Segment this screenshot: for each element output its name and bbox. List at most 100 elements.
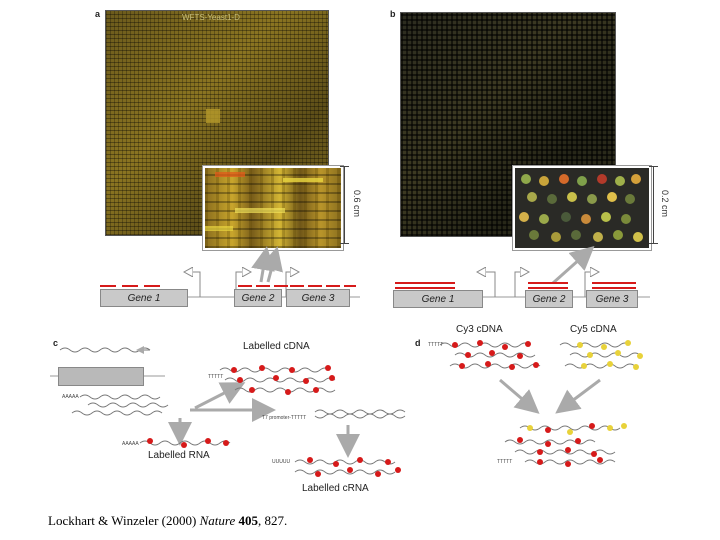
arrow: [552, 246, 595, 285]
arrow: [555, 378, 601, 414]
polyt-label-d2: TTTTT: [497, 459, 513, 465]
spot: [567, 192, 577, 202]
panel-a-zoom-inset: [202, 165, 344, 251]
scale-bar-tick: [649, 166, 658, 167]
promoter-arrow: [235, 272, 250, 297]
probe-line: [592, 282, 636, 284]
polya-label-rna: AAAAA: [122, 441, 139, 447]
panel-b-letter: b: [390, 9, 396, 19]
spot: [527, 192, 537, 202]
figure-caption: Lockhart & Winzeler (2000) Nature 405, 8…: [48, 513, 287, 529]
labelled-crna-label: Labelled cRNA: [302, 483, 369, 494]
gene-2-box-b: Gene 2: [525, 290, 573, 308]
t7-promoter-label: T7 promoter-TTTTT: [262, 415, 307, 421]
promoter-arrow: [514, 272, 528, 297]
inset-a-yellow-streak: [283, 178, 323, 182]
arrow: [259, 246, 283, 283]
mrna-strand: [79, 394, 161, 400]
cy5-cdna-label: Cy5 cDNA: [570, 324, 617, 335]
probe-dash: [290, 285, 304, 287]
spot: [607, 192, 617, 202]
cy5-strand: [564, 363, 636, 369]
spot: [587, 194, 597, 204]
spot: [521, 174, 531, 184]
promoter-arrow: [584, 272, 598, 297]
polyt-label: TTTTT: [208, 374, 224, 380]
spot: [621, 214, 631, 224]
caption-journal: Nature: [199, 513, 236, 528]
labelled-strand: [294, 469, 396, 475]
gene-1-box-b: Gene 1: [393, 290, 483, 308]
arrow: [499, 378, 540, 414]
probe-dash: [274, 285, 288, 287]
mixed-strand: [514, 449, 616, 455]
inset-a-red-streak: [215, 172, 245, 177]
probe-dash: [326, 285, 340, 287]
gene-exon-box: [58, 367, 144, 386]
scale-bar-tick: [649, 243, 658, 244]
arrow: [194, 382, 246, 410]
labelled-strand: [224, 377, 336, 383]
labelled-strand: [294, 459, 396, 465]
probe-dash: [144, 285, 160, 287]
promoter-arrow: [285, 272, 298, 297]
ds-cdna: [314, 413, 406, 419]
probe-dash: [238, 285, 252, 287]
fluor-labels-red: [147, 340, 603, 477]
gene-2-box-a: Gene 2: [234, 289, 282, 307]
spot: [581, 214, 591, 224]
spot: [597, 174, 607, 184]
caption-volume: 405: [238, 513, 258, 528]
spot: [561, 212, 571, 222]
spot: [625, 194, 635, 204]
panel-d-letter: d: [415, 338, 421, 348]
promoter-arrow: [478, 272, 496, 297]
mrna-strand: [87, 402, 169, 408]
spot: [631, 174, 641, 184]
probe-line: [395, 282, 455, 284]
panel-a-center-feature: [206, 109, 220, 123]
probe-dash: [344, 285, 356, 287]
mrna-strand: [71, 410, 163, 416]
spot: [539, 214, 549, 224]
probe-dash: [122, 285, 138, 287]
panel-a-chip-label: WFTS-Yeast1-D: [182, 13, 240, 22]
spot: [519, 212, 529, 222]
probe-dash: [308, 285, 322, 287]
cy5-strand: [569, 352, 641, 358]
spot: [577, 176, 587, 186]
probe-line: [395, 287, 455, 289]
mixed-strand: [504, 439, 596, 445]
cy3-cdna-label: Cy3 cDNA: [456, 324, 503, 335]
spot: [593, 232, 603, 242]
spot: [539, 176, 549, 186]
spot: [559, 174, 569, 184]
probe-dash: [100, 285, 116, 287]
labelled-strand: [139, 440, 231, 446]
spot: [615, 176, 625, 186]
caption-pages: , 827.: [257, 513, 288, 528]
gene-3-box-b: Gene 3: [586, 290, 638, 308]
caption-authors: Lockhart & Winzeler (2000): [48, 513, 200, 528]
probe-line: [528, 287, 568, 289]
spot: [547, 194, 557, 204]
scale-bar-tick: [340, 166, 349, 167]
panel-c-letter: c: [53, 338, 59, 348]
polyu-label: UUUUU: [272, 459, 291, 465]
spot: [571, 230, 581, 240]
fluor-labels-yellow: [527, 340, 643, 435]
gene-1-box-a: Gene 1: [100, 289, 188, 307]
spot: [551, 232, 561, 242]
cy5-strand: [559, 342, 631, 348]
labelled-cdna-label: Labelled cDNA: [243, 341, 310, 352]
cy3-strand: [449, 363, 541, 369]
probe-dash: [256, 285, 270, 287]
arrow: [251, 246, 275, 283]
spot: [613, 230, 623, 240]
panel-b-scale-bar: [653, 166, 654, 244]
scale-bar-tick: [340, 243, 349, 244]
panel-a-scale-bar: [344, 166, 345, 244]
probe-line: [528, 282, 568, 284]
mixed-strand: [519, 425, 621, 431]
